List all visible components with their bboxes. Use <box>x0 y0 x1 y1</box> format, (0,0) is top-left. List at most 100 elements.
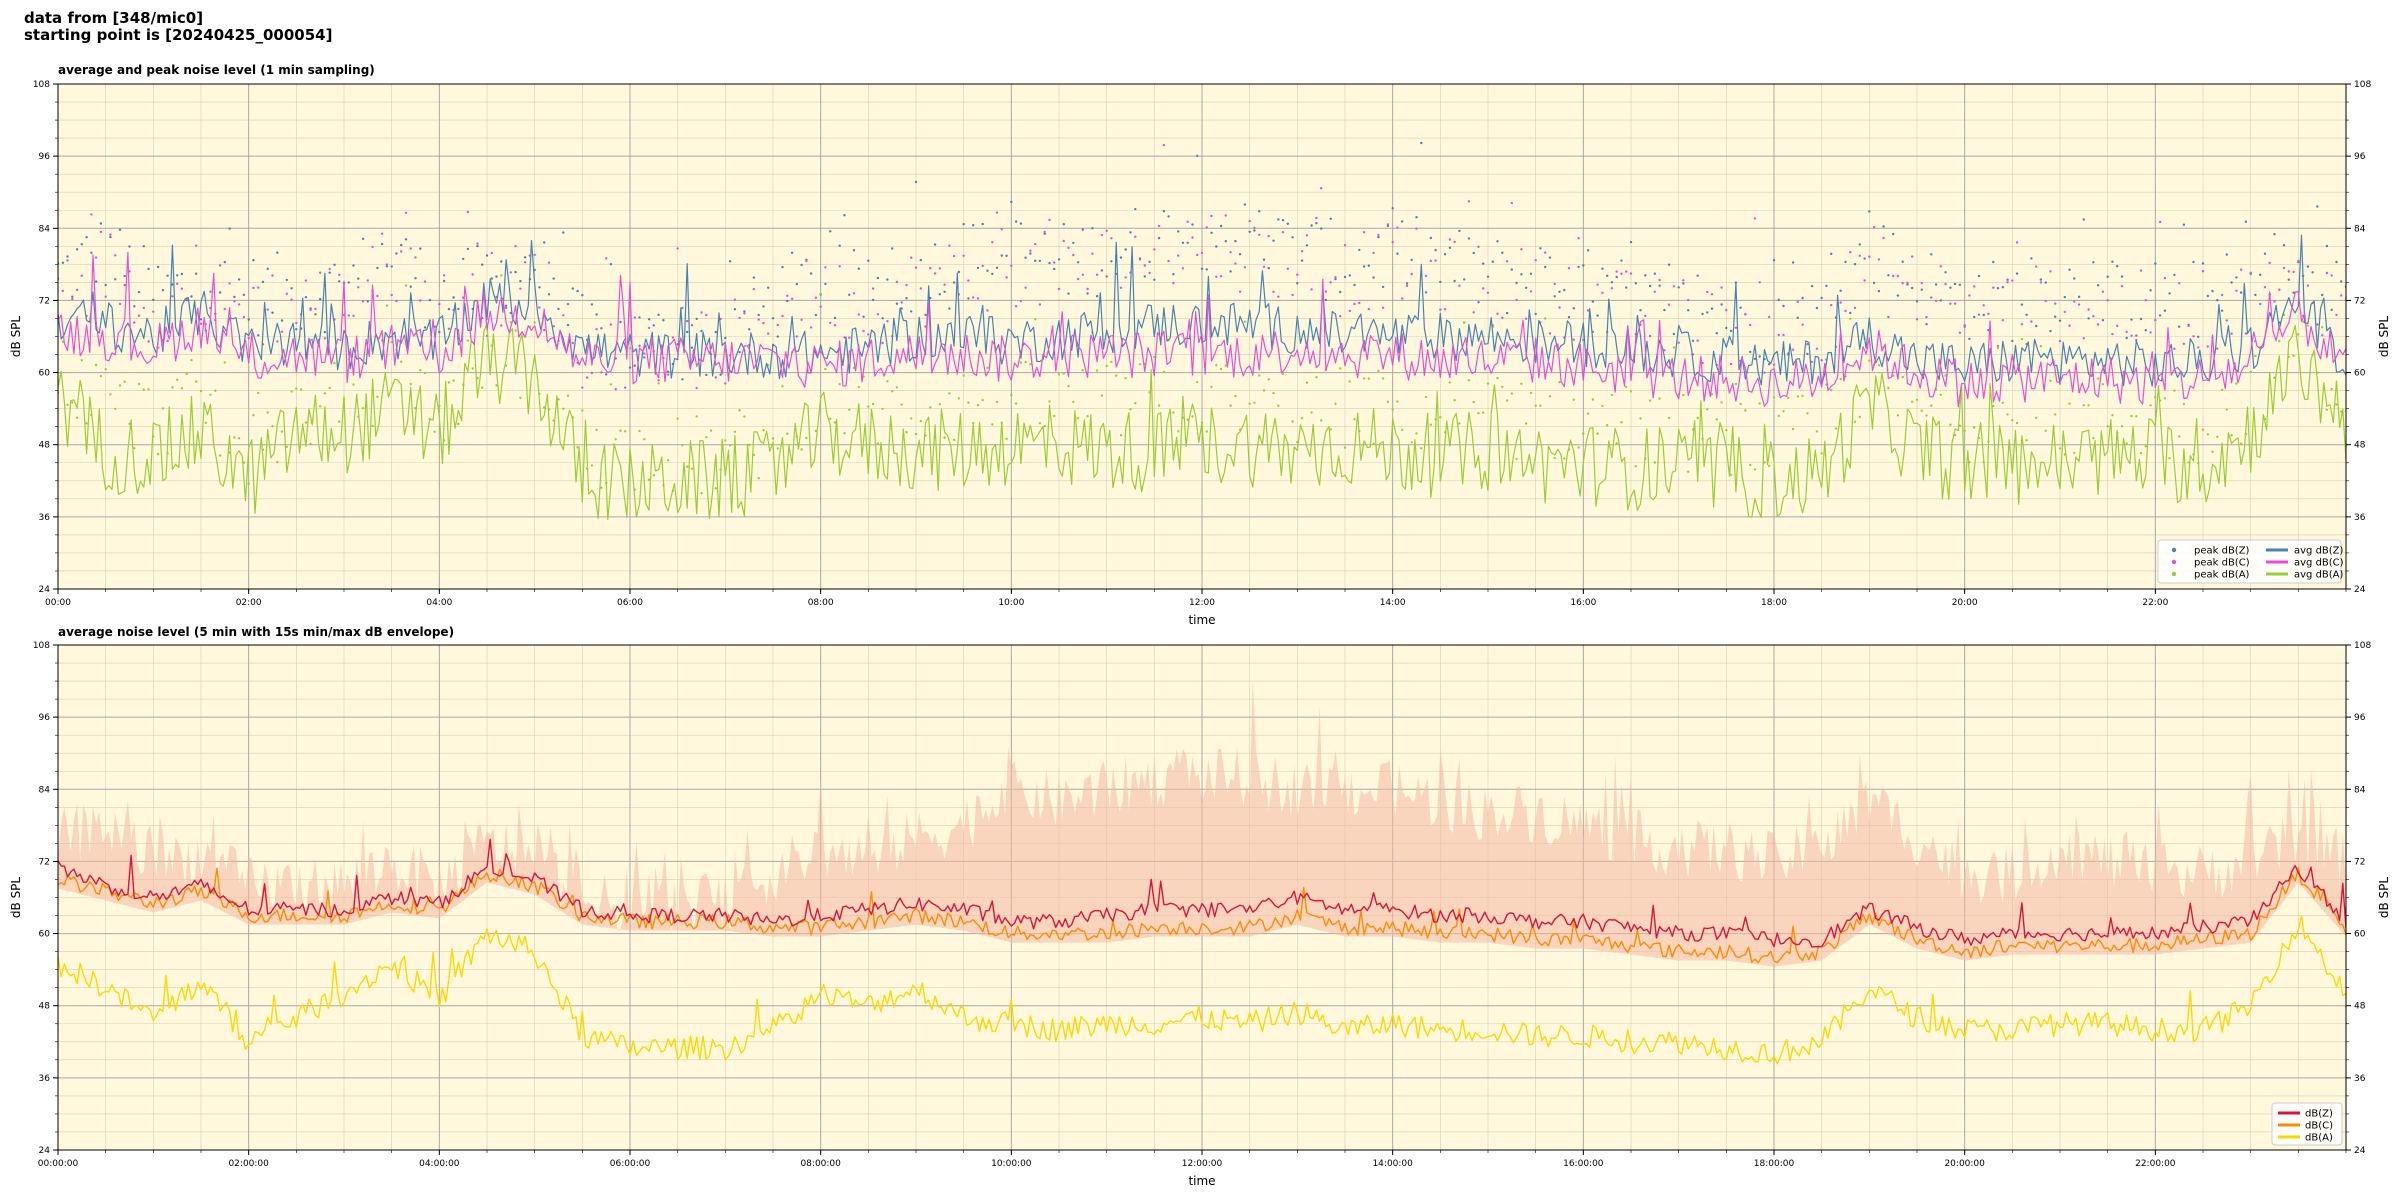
peak-point <box>314 313 317 316</box>
peak-point <box>2292 291 2295 294</box>
peak-point <box>1467 237 1471 240</box>
peak-point <box>438 330 441 334</box>
ytick-label-right: 84 <box>2354 785 2366 795</box>
peak-point <box>1558 381 1561 384</box>
ytick-label-right: 48 <box>2354 441 2366 451</box>
peak-point <box>1467 379 1471 382</box>
peak-point <box>2211 289 2214 293</box>
peak-point <box>967 297 970 300</box>
peak-point <box>376 266 379 270</box>
peak-point <box>376 395 379 398</box>
peak-point <box>2020 323 2024 326</box>
peak-point <box>838 265 841 268</box>
peak-point <box>1534 312 1537 316</box>
peak-point <box>419 299 422 302</box>
peak-point <box>2125 442 2128 445</box>
peak-point <box>1377 235 1380 239</box>
peak-point <box>1210 231 1213 234</box>
peak-point <box>1815 430 1819 433</box>
peak-point <box>166 274 169 277</box>
peak-point <box>1219 367 1223 371</box>
peak-point <box>976 403 980 407</box>
peak-point <box>1167 259 1170 263</box>
peak-point <box>2120 285 2124 288</box>
peak-point <box>1782 304 1785 308</box>
peak-point <box>209 393 212 396</box>
peak-point <box>1515 457 1518 461</box>
xtick-label: 00:00:00 <box>38 1159 79 1169</box>
peak-point <box>2116 324 2119 327</box>
peak-point <box>2292 354 2295 357</box>
peak-point <box>2178 282 2181 285</box>
peak-point <box>1100 233 1104 237</box>
peak-point <box>2239 442 2243 445</box>
xtick-label: 14:00:00 <box>1372 1159 1413 1169</box>
peak-point <box>2316 323 2319 326</box>
peak-point <box>2316 205 2319 208</box>
peak-point <box>1320 187 1323 190</box>
peak-point <box>1949 423 1952 426</box>
peak-point <box>552 325 555 328</box>
peak-point <box>471 273 474 276</box>
line-dba <box>58 915 2346 1065</box>
peak-point <box>1634 282 1638 285</box>
peak-point <box>1296 282 1299 285</box>
peak-point <box>2149 404 2152 407</box>
peak-point <box>133 321 136 324</box>
peak-point <box>995 400 999 404</box>
peak-point <box>1520 248 1523 251</box>
peak-point <box>2111 260 2114 263</box>
peak-point <box>1324 298 1328 302</box>
peak-point <box>1953 433 1957 437</box>
peak-point <box>676 247 679 250</box>
peak-point <box>2201 428 2205 431</box>
legend-label: dB(A) <box>2305 1133 2333 1144</box>
peak-point <box>1591 398 1595 401</box>
xtick-label: 18:00 <box>1761 598 1787 608</box>
peak-point <box>1682 279 1685 282</box>
peak-point <box>1458 229 1461 233</box>
peak-point <box>986 269 989 272</box>
peak-point <box>2173 347 2176 350</box>
peak-point <box>176 378 179 381</box>
peak-point <box>1305 244 1309 247</box>
top-chart-panel: 24 24 36 36 48 48 60 60 72 72 84 84 96 96 108 108 00:00 0… <box>9 63 2391 627</box>
peak-point <box>767 332 770 335</box>
peak-point <box>471 367 474 370</box>
data-layer <box>58 678 2346 1065</box>
peak-point <box>133 447 136 450</box>
peak-point <box>1072 400 1075 404</box>
peak-point <box>2101 383 2105 386</box>
peak-point <box>285 445 288 449</box>
peak-point <box>657 379 660 382</box>
peak-point <box>1048 400 1051 403</box>
ytick-label-right: 48 <box>2354 1002 2366 1012</box>
ytick-label-left: 36 <box>39 513 51 523</box>
peak-point <box>1663 308 1666 312</box>
peak-point <box>1134 235 1137 238</box>
peak-point <box>61 289 64 293</box>
peak-point <box>1467 200 1471 203</box>
peak-point <box>1677 286 1680 289</box>
peak-point <box>1772 259 1776 262</box>
peak-point <box>295 321 298 325</box>
legend-label: peak dB(A) <box>2194 570 2250 581</box>
data-layer <box>58 141 2346 521</box>
peak-point <box>1434 248 1437 252</box>
peak-point <box>400 243 403 247</box>
peak-point <box>80 274 84 277</box>
peak-point <box>142 306 145 310</box>
peak-point <box>1896 294 1900 297</box>
peak-point <box>2192 260 2195 264</box>
peak-point <box>1687 309 1690 312</box>
peak-point <box>2297 259 2300 263</box>
peak-point <box>2139 269 2143 272</box>
peak-point <box>1715 332 1719 335</box>
peak-point <box>457 307 460 311</box>
peak-point <box>371 245 374 249</box>
line-avg-dba <box>58 322 2346 521</box>
peak-point <box>2321 334 2324 337</box>
peak-point <box>1982 313 1985 317</box>
peak-point <box>1887 315 1890 319</box>
peak-point <box>1386 400 1390 403</box>
